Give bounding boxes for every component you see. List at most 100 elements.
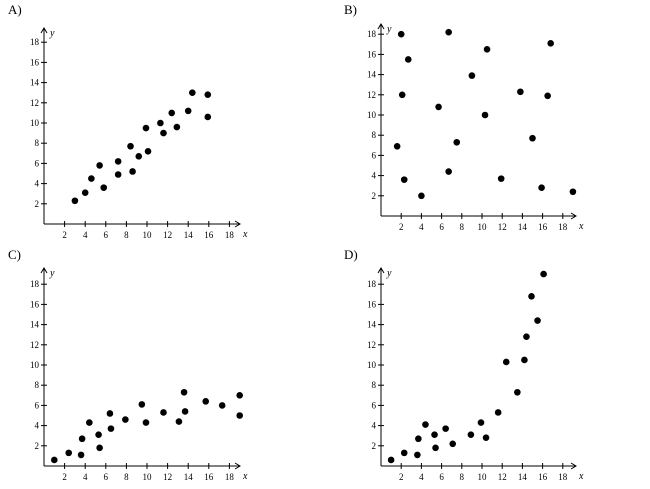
data-point xyxy=(65,449,73,457)
y-tick-label: 4 xyxy=(372,421,377,431)
data-point xyxy=(517,88,524,96)
data-point xyxy=(160,409,167,416)
x-tick-label: 18 xyxy=(558,222,568,232)
y-tick-label: 4 xyxy=(372,171,377,181)
data-point xyxy=(180,388,188,396)
y-tick-label: 18 xyxy=(30,279,40,289)
data-point xyxy=(435,103,442,111)
y-tick-label: 8 xyxy=(35,138,40,148)
data-point xyxy=(482,434,490,442)
y-tick-label: 14 xyxy=(30,320,40,330)
x-tick-label: 12 xyxy=(498,222,507,232)
data-point xyxy=(431,431,438,438)
y-tick-label: 10 xyxy=(367,360,377,370)
x-tick-label: 4 xyxy=(419,472,424,482)
y-tick-label: 10 xyxy=(30,118,40,128)
data-point xyxy=(114,171,122,178)
y-tick-label: 14 xyxy=(367,320,377,330)
x-tick-label: 2 xyxy=(62,472,67,482)
x-tick-label: 6 xyxy=(439,472,444,482)
data-point xyxy=(529,134,536,142)
data-point xyxy=(168,109,176,117)
data-point xyxy=(88,175,95,182)
x-tick-label: 12 xyxy=(498,472,507,482)
y-axis-label: y xyxy=(49,28,55,39)
data-point xyxy=(540,270,547,278)
x-tick-label: 8 xyxy=(460,222,465,232)
y-axis-label: y xyxy=(49,268,55,279)
data-point xyxy=(135,153,143,160)
x-tick-label: 10 xyxy=(478,472,488,482)
data-point xyxy=(404,56,412,63)
data-point xyxy=(86,419,93,426)
x-axis-arrow xyxy=(570,212,577,220)
y-tick-label: 8 xyxy=(35,380,40,390)
data-point xyxy=(96,162,103,169)
x-tick-label: 4 xyxy=(83,472,88,482)
data-point xyxy=(106,410,114,417)
x-tick-label: 2 xyxy=(62,230,67,240)
data-point xyxy=(497,175,505,182)
x-tick-label: 16 xyxy=(204,472,214,482)
data-point xyxy=(96,444,103,452)
data-point xyxy=(138,401,146,408)
data-point xyxy=(547,39,554,47)
data-point xyxy=(107,425,115,432)
x-tick-label: 18 xyxy=(225,472,235,482)
data-point xyxy=(387,456,395,464)
y-tick-label: 16 xyxy=(367,49,377,59)
data-point xyxy=(95,431,102,438)
x-axis-arrow xyxy=(234,220,241,228)
data-point xyxy=(477,419,485,426)
data-point xyxy=(398,91,406,99)
data-point xyxy=(204,113,212,121)
data-point xyxy=(442,425,449,432)
y-tick-label: 14 xyxy=(367,70,377,80)
data-point xyxy=(445,168,452,175)
data-point xyxy=(418,192,425,200)
panel-label: A) xyxy=(8,2,22,17)
data-point xyxy=(175,418,183,425)
data-point xyxy=(481,111,489,119)
x-tick-label: 2 xyxy=(399,472,404,482)
data-point xyxy=(528,293,535,300)
x-tick-label: 4 xyxy=(419,222,424,232)
x-axis-label: x xyxy=(578,221,584,232)
data-point xyxy=(181,408,189,415)
x-tick-label: 6 xyxy=(104,472,109,482)
data-point xyxy=(218,402,226,409)
y-tick-label: 2 xyxy=(372,441,377,451)
data-point xyxy=(397,30,405,38)
y-tick-label: 12 xyxy=(30,340,39,350)
data-point xyxy=(393,143,401,150)
data-point xyxy=(129,168,136,175)
data-point xyxy=(432,444,439,452)
data-point xyxy=(114,158,122,165)
y-tick-label: 10 xyxy=(367,110,377,120)
data-point xyxy=(415,435,422,443)
y-tick-label: 16 xyxy=(30,299,40,309)
y-tick-label: 16 xyxy=(30,57,40,67)
y-axis-label: y xyxy=(386,24,392,35)
x-tick-label: 10 xyxy=(143,230,153,240)
y-tick-label: 6 xyxy=(35,400,40,410)
y-tick-label: 2 xyxy=(372,191,377,201)
data-point xyxy=(189,89,196,96)
data-point xyxy=(81,189,89,196)
x-tick-label: 12 xyxy=(163,472,172,482)
data-point xyxy=(204,91,212,99)
data-point xyxy=(400,449,408,457)
data-point xyxy=(127,142,134,150)
data-point xyxy=(514,388,521,396)
data-point xyxy=(538,184,545,192)
x-tick-label: 16 xyxy=(538,472,548,482)
data-point xyxy=(173,123,181,131)
y-tick-label: 12 xyxy=(30,98,39,108)
data-point xyxy=(51,456,58,464)
x-axis-arrow xyxy=(570,462,577,470)
x-axis-label: x xyxy=(242,471,248,482)
x-axis-arrow xyxy=(234,462,241,470)
data-point xyxy=(483,46,491,53)
data-point xyxy=(77,451,85,459)
